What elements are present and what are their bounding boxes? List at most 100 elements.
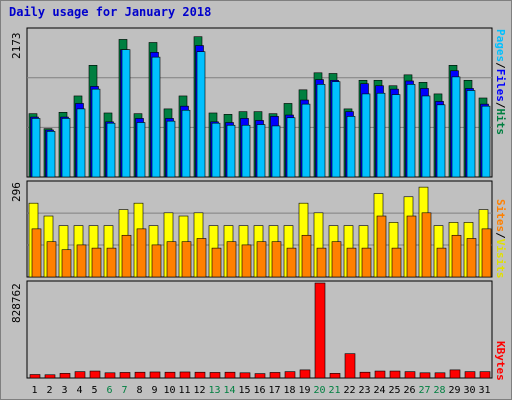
sites-bar-day-7 [121, 234, 132, 278]
kbytes-bar-day-18 [284, 371, 296, 379]
kbytes-bar-day-14 [224, 371, 236, 379]
kbytes-bar-day-28 [434, 372, 446, 379]
pages-bar-day-7 [121, 49, 131, 178]
sites-bar-day-1 [31, 228, 42, 278]
chart-title: Daily usage for January 2018 [9, 5, 212, 19]
kbytes-bar-day-21 [329, 373, 341, 379]
pages-bar-day-9 [151, 56, 161, 178]
pages-bar-day-24 [376, 92, 386, 178]
x-tick-label-day-25: 25 [388, 385, 400, 396]
pages-bar-day-10 [166, 120, 176, 178]
sites-bar-day-5 [91, 247, 102, 278]
x-tick-label-day-15: 15 [238, 385, 250, 396]
kbytes-bar-day-27 [419, 372, 431, 379]
sites-bar-day-8 [136, 228, 147, 278]
kbytes-bar-day-23 [359, 371, 371, 379]
sites-bar-day-24 [376, 215, 387, 278]
pages-bar-day-3 [61, 118, 71, 178]
sites-bar-day-28 [436, 247, 447, 278]
kbytes-bar-day-25 [389, 370, 401, 379]
kbytes-bar-day-11 [179, 371, 191, 379]
sites-bar-day-18 [286, 247, 297, 278]
sites-bar-day-23 [361, 247, 372, 278]
sites-bar-day-11 [181, 241, 192, 278]
pages-bar-day-14 [226, 124, 236, 178]
pages-bar-day-15 [241, 124, 251, 178]
pages-bar-day-22 [346, 116, 356, 178]
sites-bar-day-6 [106, 247, 117, 278]
sites-bar-day-2 [46, 241, 57, 278]
sites-bar-day-10 [166, 241, 177, 278]
pages-bar-day-1 [31, 118, 41, 178]
sites-bar-day-29 [451, 234, 462, 278]
kbytes-bar-day-12 [194, 371, 206, 379]
sites-bar-day-3 [61, 249, 72, 278]
pages-bar-day-13 [211, 122, 221, 178]
pages-bar-day-8 [136, 122, 146, 178]
sites-bar-day-15 [241, 244, 252, 278]
x-tick-label-day-22: 22 [343, 385, 355, 396]
x-tick-label-day-27: 27 [418, 385, 430, 396]
x-tick-label-day-13: 13 [208, 385, 220, 396]
kbytes-bar-day-1 [29, 374, 41, 379]
sites-bar-day-14 [226, 241, 237, 278]
x-tick-label-day-8: 8 [136, 385, 142, 396]
x-tick-label-day-24: 24 [373, 385, 385, 396]
x-tick-label-day-11: 11 [178, 385, 190, 396]
pages-bar-day-28 [436, 104, 446, 178]
kbytes-bar-day-4 [74, 371, 86, 379]
kbytes-bar-day-17 [269, 372, 281, 379]
sites-bar-day-9 [151, 244, 162, 278]
x-tick-label-day-29: 29 [448, 385, 460, 396]
kbytes-bar-day-2 [44, 374, 56, 379]
sites-bar-day-25 [391, 247, 402, 278]
pages-bar-day-2 [46, 131, 56, 178]
x-tick-label-day-10: 10 [163, 385, 175, 396]
x-tick-label-day-28: 28 [433, 385, 445, 396]
kbytes-bar-day-22 [344, 353, 356, 379]
x-tick-label-day-30: 30 [463, 385, 475, 396]
sites-bar-day-27 [421, 212, 432, 278]
pages-bar-day-16 [256, 124, 266, 178]
x-tick-label-day-6: 6 [106, 385, 112, 396]
kbytes-bar-day-20 [314, 282, 326, 379]
sites-bar-day-31 [481, 228, 492, 278]
x-tick-label-day-31: 31 [478, 385, 490, 396]
kbytes-bar-day-29 [449, 369, 461, 379]
x-tick-label-day-23: 23 [358, 385, 370, 396]
sites-bar-day-13 [211, 247, 222, 278]
sites-bar-day-22 [346, 247, 357, 278]
x-tick-label-day-5: 5 [91, 385, 97, 396]
sites-bar-day-21 [331, 241, 342, 278]
kbytes-bar-day-16 [254, 373, 266, 379]
x-tick-label-day-26: 26 [403, 385, 415, 396]
x-tick-label-day-7: 7 [121, 385, 127, 396]
kbytes-bar-day-8 [134, 371, 146, 379]
x-tick-label-day-2: 2 [46, 385, 52, 396]
panel-3-box [26, 280, 493, 379]
pages-bar-day-5 [91, 88, 101, 178]
kbytes-bar-day-31 [479, 371, 491, 379]
sites-bar-day-30 [466, 238, 477, 278]
kbytes-bar-day-26 [404, 371, 416, 379]
kbytes-bar-day-7 [119, 372, 131, 379]
x-tick-label-day-3: 3 [61, 385, 67, 396]
pages-bar-day-31 [481, 105, 491, 178]
pages-bar-day-26 [406, 84, 416, 178]
pages-bar-day-30 [466, 90, 476, 178]
x-tick-label-day-1: 1 [31, 385, 37, 396]
x-tick-label-day-21: 21 [328, 385, 340, 396]
pages-bar-day-12 [196, 51, 206, 178]
kbytes-bar-day-19 [299, 369, 311, 379]
pages-bar-day-29 [451, 76, 461, 178]
pages-bar-day-4 [76, 108, 86, 178]
x-tick-label-day-19: 19 [298, 385, 310, 396]
pages-bar-day-19 [301, 103, 311, 178]
sites-bar-day-4 [76, 244, 87, 278]
kbytes-bar-day-10 [164, 371, 176, 379]
pages-bar-day-20 [316, 84, 326, 178]
pages-bar-day-18 [286, 117, 296, 178]
kbytes-bar-day-24 [374, 370, 386, 379]
